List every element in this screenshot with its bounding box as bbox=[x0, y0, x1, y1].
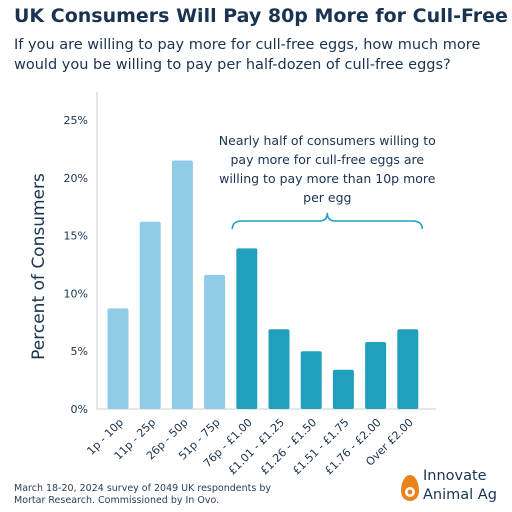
annotation-brace bbox=[231, 212, 424, 230]
bar bbox=[236, 248, 258, 409]
source-footnote: March 18-20, 2024 survey of 2049 UK resp… bbox=[14, 483, 271, 506]
bar bbox=[204, 274, 226, 409]
annotation-text-line: per egg bbox=[303, 190, 351, 205]
annotation-text-line: willing to pay more than 10p more bbox=[219, 171, 436, 186]
logo-text-line2: Animal Ag bbox=[423, 487, 497, 503]
x-tick-label: £1.76 - £2.00 bbox=[322, 416, 383, 477]
x-tick-label: £1.26 - £1.50 bbox=[258, 416, 319, 477]
bar bbox=[107, 308, 129, 409]
logo-text-line1: Innovate bbox=[423, 468, 487, 484]
bar bbox=[397, 329, 419, 409]
y-tick-label: 25% bbox=[64, 114, 88, 127]
brand-logo: Innovate Animal Ag bbox=[400, 466, 510, 510]
annotation-text-line: Nearly half of consumers willing to bbox=[219, 133, 436, 148]
y-tick-label: 20% bbox=[64, 172, 88, 185]
y-tick-label: 0% bbox=[71, 403, 88, 416]
bar bbox=[332, 369, 354, 409]
y-tick-label: 5% bbox=[71, 345, 88, 358]
egg-logo-icon bbox=[401, 475, 419, 501]
y-tick-label: 15% bbox=[64, 230, 88, 243]
x-tick-label: £1.01 - £1.25 bbox=[226, 416, 287, 477]
bar bbox=[365, 341, 387, 409]
annotation-text-line: pay more for cull-free eggs are bbox=[230, 152, 424, 167]
bar bbox=[268, 329, 290, 409]
x-tick-label: £1.51 - £1.75 bbox=[290, 416, 351, 477]
bar bbox=[300, 351, 322, 409]
y-axis-label: Percent of Consumers bbox=[29, 173, 49, 360]
chart-subtitle: If you are willing to pay more for cull-… bbox=[14, 37, 481, 73]
y-tick-label: 10% bbox=[64, 287, 88, 300]
chart-title: UK Consumers Will Pay 80p More for Cull-… bbox=[14, 5, 512, 27]
bar bbox=[171, 160, 193, 409]
bar bbox=[139, 221, 161, 409]
